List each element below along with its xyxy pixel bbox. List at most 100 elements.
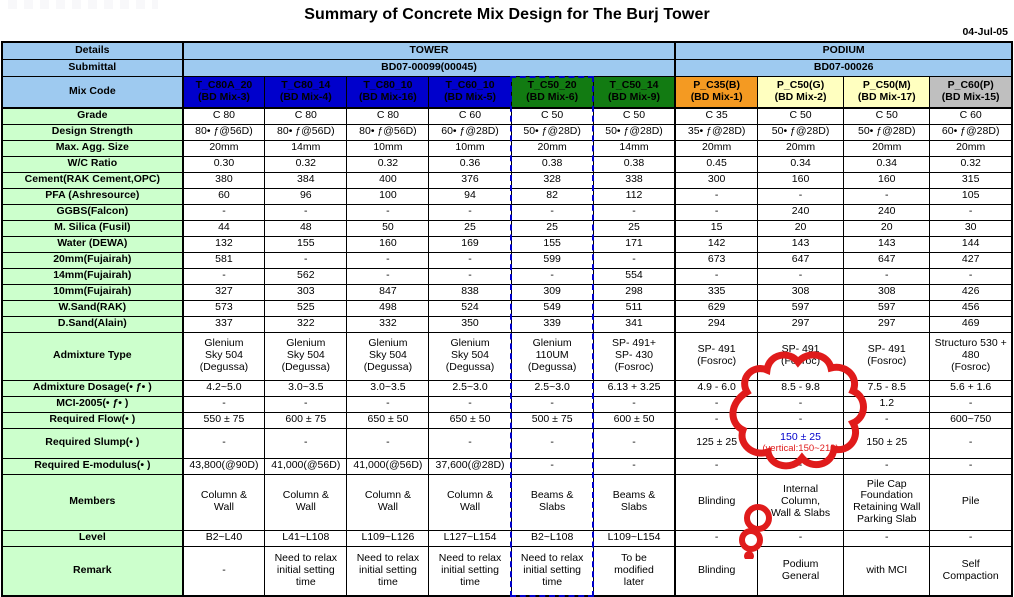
cell-r11-c2: 847 [347, 284, 429, 300]
cell-r10-c2: - [347, 268, 429, 284]
cell-r11-c9: 426 [930, 284, 1012, 300]
submittal-header: Submittal [2, 60, 183, 77]
mix-code-cell-5[interactable]: T_C50_14(BD Mix-9) [593, 77, 675, 109]
mix-code-cell-9[interactable]: P_C60(P)(BD Mix-15) [930, 77, 1012, 109]
cell-r7-c6: 15 [675, 220, 757, 236]
cell-r18-c1: - [265, 428, 347, 458]
mix-code-cell-7[interactable]: P_C50(G)(BD Mix-2) [757, 77, 843, 109]
cell-r9-c1: - [265, 252, 347, 268]
cell-r11-c4: 309 [511, 284, 593, 300]
mix-code-cell-1[interactable]: T_C80_14(BD Mix-4) [265, 77, 347, 109]
row-label-3: W/C Ratio [2, 156, 183, 172]
cell-r9-c3: - [429, 252, 511, 268]
row-label-5: PFA (Ashresource) [2, 188, 183, 204]
cell-r17-c1: 600 ± 75 [265, 412, 347, 428]
cell-r5-c1: 96 [265, 188, 347, 204]
cell-r11-c0: 327 [183, 284, 265, 300]
row-label-8: Water (DEWA) [2, 236, 183, 252]
submittal-tower: BD07-00099(00045) [183, 60, 676, 77]
cell-r4-c2: 400 [347, 172, 429, 188]
cell-r13-c8: 297 [844, 316, 930, 332]
cell-r8-c2: 160 [347, 236, 429, 252]
cell-r18-c9: - [930, 428, 1012, 458]
cell-r17-c5: 600 ± 50 [593, 412, 675, 428]
cell-r16-c1: - [265, 396, 347, 412]
row-label-22: Remark [2, 546, 183, 596]
cell-r13-c5: 341 [593, 316, 675, 332]
cell-r9-c0: 581 [183, 252, 265, 268]
cell-r6-c8: 240 [844, 204, 930, 220]
mix-code-cell-3[interactable]: T_C60_10(BD Mix-5) [429, 77, 511, 109]
cell-r18-c5: - [593, 428, 675, 458]
cell-r17-c6: - [675, 412, 757, 428]
cell-r4-c1: 384 [265, 172, 347, 188]
cell-r10-c3: - [429, 268, 511, 284]
row-label-20: Members [2, 474, 183, 530]
cell-r16-c7: - [757, 396, 843, 412]
mix-code-ref: (BD Mix-2) [759, 92, 842, 104]
mix-code-ref: (BD Mix-9) [595, 92, 674, 104]
cell-r6-c0: - [183, 204, 265, 220]
cell-r9-c9: 427 [930, 252, 1012, 268]
cell-r15-c5: 6.13 + 3.25 [593, 380, 675, 396]
cell-r7-c5: 25 [593, 220, 675, 236]
row-label-9: 20mm(Fujairah) [2, 252, 183, 268]
cell-r19-c3: 37,600(@28D) [429, 458, 511, 474]
cell-r20-c0: Column &Wall [183, 474, 265, 530]
cell-r3-c7: 0.34 [757, 156, 843, 172]
cell-r2-c3: 10mm [429, 140, 511, 156]
mix-code-ref: (BD Mix-6) [513, 92, 592, 104]
cell-r0-c6: C 35 [675, 108, 757, 124]
cell-r1-c9: 60• ƒ@28D) [930, 124, 1012, 140]
cell-r4-c0: 380 [183, 172, 265, 188]
mix-code-cell-2[interactable]: T_C80_10(BD Mix-16) [347, 77, 429, 109]
cell-r16-c4: - [511, 396, 593, 412]
cell-r11-c7: 308 [757, 284, 843, 300]
cell-r17-c4: 500 ± 75 [511, 412, 593, 428]
mix-code-cell-6[interactable]: P_C35(B)(BD Mix-1) [675, 77, 757, 109]
mix-code-cell-0[interactable]: T_C80A_20(BD Mix-3) [183, 77, 265, 109]
cell-r1-c5: 50• ƒ@28D) [593, 124, 675, 140]
cell-r7-c1: 48 [265, 220, 347, 236]
cell-r12-c6: 629 [675, 300, 757, 316]
cell-r20-c9: Pile [930, 474, 1012, 530]
cell-r21-c1: L41~L108 [265, 530, 347, 546]
row-label-2: Max. Agg. Size [2, 140, 183, 156]
cell-r6-c6: - [675, 204, 757, 220]
mix-code-cell-4[interactable]: T_C50_20(BD Mix-6) [511, 77, 593, 109]
mix-code-cell-8[interactable]: P_C50(M)(BD Mix-17) [844, 77, 930, 109]
row-label-13: D.Sand(Alain) [2, 316, 183, 332]
cell-r3-c0: 0.30 [183, 156, 265, 172]
cell-r4-c5: 338 [593, 172, 675, 188]
cell-r18-c3: - [429, 428, 511, 458]
cell-r5-c6: - [675, 188, 757, 204]
cell-r15-c0: 4.2~5.0 [183, 380, 265, 396]
cell-r11-c6: 335 [675, 284, 757, 300]
cell-r3-c3: 0.36 [429, 156, 511, 172]
cell-r10-c1: 562 [265, 268, 347, 284]
cell-r0-c7: C 50 [757, 108, 843, 124]
cell-r19-c1: 41,000(@56D) [265, 458, 347, 474]
row-label-7: M. Silica (Fusil) [2, 220, 183, 236]
cell-r14-c7: SP- 491(Fosroc) [757, 332, 843, 380]
cell-r10-c5: 554 [593, 268, 675, 284]
cell-r8-c3: 169 [429, 236, 511, 252]
cell-r19-c7: - [757, 458, 843, 474]
cell-r10-c4: - [511, 268, 593, 284]
cell-r16-c6: - [675, 396, 757, 412]
cell-r1-c7: 50• ƒ@28D) [757, 124, 843, 140]
cell-r17-c2: 650 ± 50 [347, 412, 429, 428]
cell-r8-c1: 155 [265, 236, 347, 252]
